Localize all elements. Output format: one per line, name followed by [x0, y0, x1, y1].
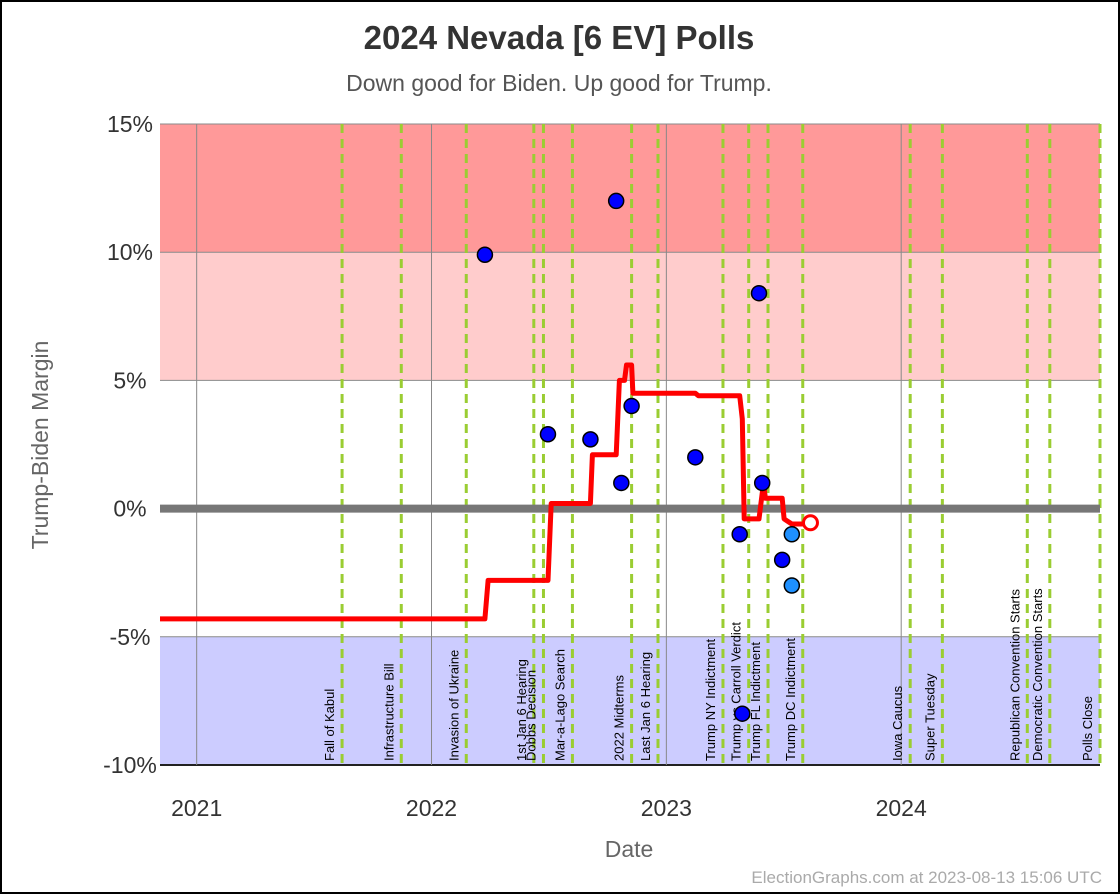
poll-points: [476, 192, 801, 722]
margin-band: [160, 252, 1100, 381]
event-label: Iowa Caucus: [890, 685, 905, 761]
y-tick-label: 10%: [107, 239, 153, 265]
event-label: Trump vs Carroll Verdict: [729, 622, 744, 761]
poll-point: [734, 705, 751, 722]
y-axis-label: Trump-Biden Margin: [27, 341, 53, 550]
x-tick-label: 2022: [406, 795, 457, 821]
y-tick-label: 0%: [113, 496, 146, 522]
footer-credit: ElectionGraphs.com at 2023-08-13 15:06 U…: [751, 868, 1102, 887]
poll-point: [753, 474, 771, 492]
event-label: Dobbs Decision: [523, 670, 538, 761]
margin-bands: [160, 124, 1100, 765]
event-label: Trump FL Indictment: [748, 642, 763, 761]
margin-band: [160, 124, 1100, 253]
event-markers: Fall of Kabul Infrastructure Bill Invasion…: [322, 124, 1102, 765]
event-label: Republican Convention Starts: [1007, 589, 1022, 761]
poll-point: [687, 449, 704, 466]
event-label: Polls Close: [1080, 696, 1095, 761]
average-endpoint: [801, 514, 819, 532]
chart-subtitle: Down good for Biden. Up good for Trump.: [346, 70, 772, 96]
event-label: Last Jan 6 Hearing: [638, 652, 653, 761]
y-tick-label: -10%: [103, 752, 157, 778]
y-tick-label: 15%: [107, 111, 153, 137]
x-tick-label: 2023: [641, 795, 692, 821]
event-label: Super Tuesday: [922, 673, 937, 761]
poll-average-line: [160, 362, 819, 622]
average-line: [160, 362, 811, 622]
margin-band: [160, 636, 1100, 765]
chart-title: 2024 Nevada [6 EV] Polls: [364, 19, 755, 56]
event-label: Trump NY Indictment: [703, 639, 718, 761]
x-tick-label: 2021: [171, 795, 222, 821]
poll-point: [476, 246, 494, 264]
x-axis-ticks: 2021 2022 2023 2024: [171, 795, 927, 821]
poll-point: [773, 551, 791, 569]
event-label: 2022 Midterms: [612, 675, 627, 761]
event-label: Mar-a-Lago Search: [552, 649, 567, 761]
poll-point: [750, 284, 768, 302]
y-tick-label: -5%: [110, 624, 151, 650]
event-label: Invasion of Ukraine: [446, 650, 461, 761]
event-label: Trump DC Indictment: [783, 638, 798, 761]
poll-point: [783, 577, 801, 594]
event-label: Democratic Convention Starts: [1030, 588, 1045, 761]
y-axis-ticks: 15% 10% 5% 0% -5% -10%: [103, 111, 157, 778]
x-tick-label: 2024: [876, 795, 927, 821]
event-label: 1st Jan 6 Hearing: [514, 659, 529, 761]
poll-point: [783, 525, 801, 543]
poll-point: [582, 431, 599, 448]
event-label: Fall of Kabul: [322, 689, 337, 761]
poll-point: [623, 397, 640, 415]
poll-point: [607, 192, 625, 210]
event-label: Infrastructure Bill: [381, 663, 396, 761]
poll-point: [731, 525, 748, 543]
poll-point: [539, 425, 557, 443]
poll-point: [613, 474, 630, 492]
x-axis-label: Date: [605, 836, 654, 862]
y-tick-label: 5%: [113, 367, 146, 393]
year-gridlines: [196, 124, 902, 765]
